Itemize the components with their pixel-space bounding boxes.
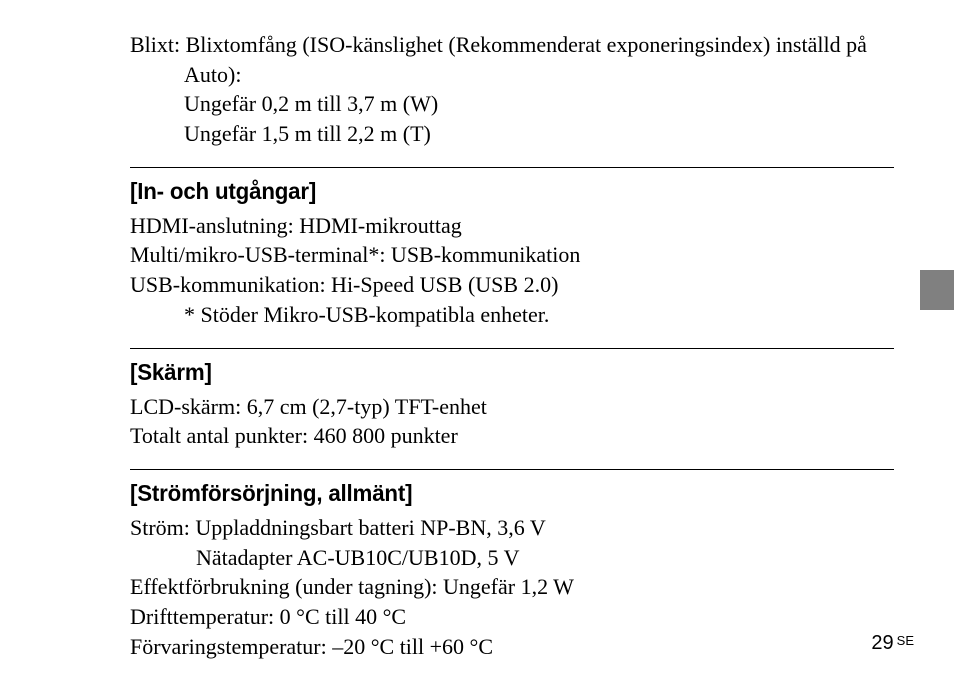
section-separator xyxy=(130,469,894,470)
section-heading-power: [Strömförsörjning, allmänt] xyxy=(130,480,871,507)
page-lang-code: SE xyxy=(897,633,914,648)
top-block: Blixt: Blixtomfång (ISO-känslighet (Reko… xyxy=(130,30,894,149)
power-battery: Ström: Uppladdningsbart batteri NP-BN, 3… xyxy=(130,513,894,543)
section-heading-screen: [Skärm] xyxy=(130,359,871,386)
page: Blixt: Blixtomfång (ISO-känslighet (Reko… xyxy=(0,0,954,673)
screen-dots: Totalt antal punkter: 460 800 punkter xyxy=(130,421,894,451)
io-line-multiusb: Multi/mikro-USB-terminal*: USB-kommunika… xyxy=(130,240,894,270)
io-footnote: * Stöder Mikro-USB-kompatibla enheter. xyxy=(130,300,894,330)
section-power: [Strömförsörjning, allmänt] Ström: Uppla… xyxy=(130,480,894,661)
side-tab xyxy=(920,270,954,310)
io-line-hdmi: HDMI-anslutning: HDMI-mikrouttag xyxy=(130,211,894,241)
power-consumption: Effektförbrukning (under tagning): Ungef… xyxy=(130,572,894,602)
page-number-value: 29 xyxy=(871,632,893,654)
flash-spec-line: Blixt: Blixtomfång (ISO-känslighet (Reko… xyxy=(130,30,894,89)
section-heading-io: [In- och utgångar] xyxy=(130,178,871,205)
power-storage-temp: Förvaringstemperatur: –20 °C till +60 °C xyxy=(130,632,894,662)
flash-range-w: Ungefär 0,2 m till 3,7 m (W) xyxy=(130,89,894,119)
power-operating-temp: Drifttemperatur: 0 °C till 40 °C xyxy=(130,602,894,632)
flash-range-t: Ungefär 1,5 m till 2,2 m (T) xyxy=(130,119,894,149)
section-separator xyxy=(130,167,894,168)
section-screen: [Skärm] LCD-skärm: 6,7 cm (2,7-typ) TFT-… xyxy=(130,359,894,451)
io-line-usb: USB-kommunikation: Hi-Speed USB (USB 2.0… xyxy=(130,270,894,300)
page-number: 29 SE xyxy=(871,632,914,655)
section-separator xyxy=(130,348,894,349)
screen-lcd: LCD-skärm: 6,7 cm (2,7-typ) TFT-enhet xyxy=(130,392,894,422)
section-io: [In- och utgångar] HDMI-anslutning: HDMI… xyxy=(130,178,894,330)
power-adapter: Nätadapter AC-UB10C/UB10D, 5 V xyxy=(130,543,894,573)
